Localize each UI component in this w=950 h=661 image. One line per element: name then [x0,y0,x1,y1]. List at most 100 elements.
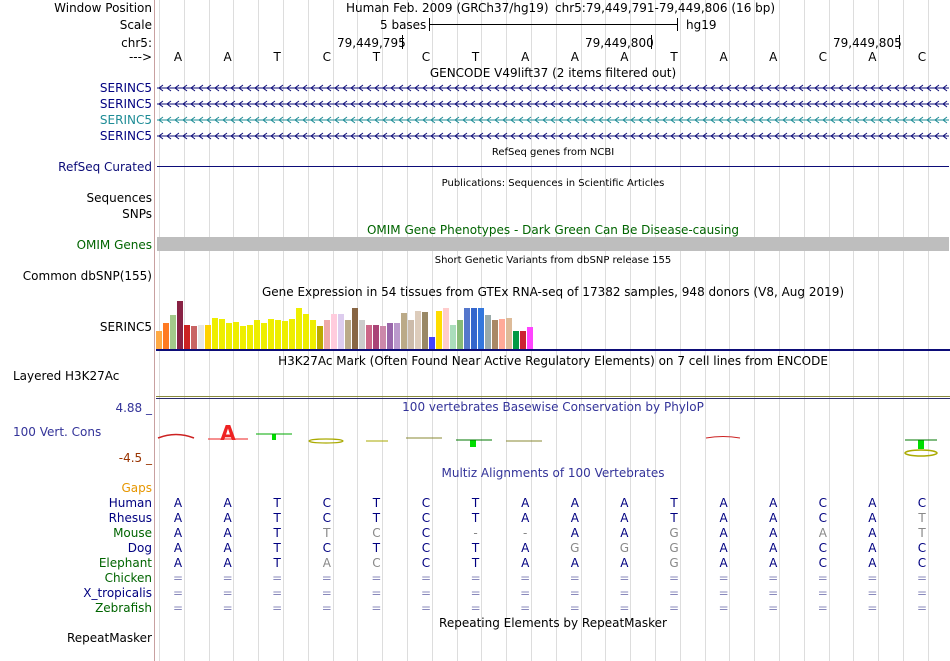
species-label-x_tropicalis[interactable]: X_tropicalis [83,586,152,600]
label-omim[interactable]: OMIM Genes [76,238,152,252]
label-snps[interactable]: SNPs [122,207,152,221]
gtex-tissue-bar[interactable] [457,320,463,349]
gtex-tissue-bar[interactable] [366,325,372,349]
gtex-tissue-bar[interactable] [338,314,344,349]
label-window-position[interactable]: Window Position [54,1,152,15]
label-serinc5-4[interactable]: SERINC5 [99,129,152,143]
gtex-tissue-bar[interactable] [359,320,365,349]
gtex-tissue-bar[interactable] [478,308,484,349]
gtex-tissue-bar[interactable] [471,308,477,349]
dbsnp-title[interactable]: Short Genetic Variants from dbSNP releas… [434,255,672,266]
gtex-tissue-bar[interactable] [219,319,225,349]
gtex-title[interactable]: Gene Expression in 54 tissues from GTEx … [261,285,845,299]
gtex-tissue-bar[interactable] [163,323,169,349]
grid-line [679,0,681,661]
gtex-tissue-bar[interactable] [394,323,400,349]
gtex-tissue-bar[interactable] [380,326,386,349]
phylop-glyphs[interactable]: A [156,420,950,460]
species-label-elephant[interactable]: Elephant [98,556,152,570]
label-serinc5-3[interactable]: SERINC5 [99,113,152,127]
gtex-tissue-bar[interactable] [331,314,337,349]
gtex-tissue-bar[interactable] [422,312,428,349]
gtex-tissue-bar[interactable] [303,314,309,349]
species-label-chicken[interactable]: Chicken [104,571,152,585]
label-repeatmasker[interactable]: RepeatMasker [66,631,152,645]
label-gtex[interactable]: SERINC5 [99,320,152,334]
gtex-tissue-bar[interactable] [485,315,491,349]
gtex-tissue-bar[interactable] [464,308,470,349]
gtex-tissue-bar[interactable] [345,320,351,349]
label-sequences[interactable]: Sequences [86,191,152,205]
gtex-tissue-bar[interactable] [205,325,211,349]
species-label-mouse[interactable]: Mouse [113,526,152,540]
gtex-tissue-bar[interactable] [499,319,505,349]
gtex-tissue-bar[interactable] [261,323,267,349]
gtex-tissue-bar[interactable] [401,313,407,349]
h3k27ac-title[interactable]: H3K27Ac Mark (Often Found Near Active Re… [278,354,828,368]
gtex-tissue-bar[interactable] [408,320,414,349]
label-scale[interactable]: Scale [119,18,152,32]
gtex-tissue-bar[interactable] [191,326,197,349]
gtex-tissue-bar[interactable] [492,320,498,349]
gtex-tissue-bar[interactable] [373,325,379,349]
gtex-tissue-bar[interactable] [324,320,330,349]
gtex-tissue-bar[interactable] [310,320,316,349]
gtex-tissue-bar[interactable] [436,311,442,349]
gtex-tissue-bar[interactable] [443,308,449,349]
gtex-tissue-bar[interactable] [198,325,204,349]
refseq-gene-line[interactable] [157,166,949,167]
label-serinc5-2[interactable]: SERINC5 [99,97,152,111]
omim-title[interactable]: OMIM Gene Phenotypes - Dark Green Can Be… [366,223,740,237]
omim-gene-bar[interactable] [157,237,949,251]
gtex-tissue-bar[interactable] [212,318,218,349]
gtex-tissue-bar[interactable] [275,320,281,349]
repeatmasker-title[interactable]: Repeating Elements by RepeatMasker [439,616,667,630]
gtex-bar-chart[interactable] [156,299,950,349]
publications-title[interactable]: Publications: Sequences in Scientific Ar… [441,178,665,189]
multiz-title[interactable]: Multiz Alignments of 100 Vertebrates [441,466,665,480]
gtex-tissue-bar[interactable] [233,322,239,349]
gtex-tissue-bar[interactable] [247,325,253,349]
gtex-tissue-bar[interactable] [289,319,295,349]
label-chrom[interactable]: chr5: [121,36,152,50]
gencode-transcript-2[interactable] [157,100,949,108]
species-label-rhesus[interactable]: Rhesus [108,511,152,525]
gtex-tissue-bar[interactable] [450,325,456,349]
gtex-tissue-bar[interactable] [506,318,512,349]
gencode-transcript-1[interactable] [157,84,949,92]
gtex-tissue-bar[interactable] [282,321,288,349]
gtex-tissue-bar[interactable] [184,325,190,349]
label-arrow[interactable]: ---> [128,50,152,64]
grid-line [828,0,830,661]
gtex-tissue-bar[interactable] [254,320,260,349]
gtex-tissue-bar[interactable] [240,326,246,349]
label-serinc5-1[interactable]: SERINC5 [99,81,152,95]
gtex-tissue-bar[interactable] [296,308,302,349]
gencode-transcript-3[interactable] [157,116,949,124]
gtex-tissue-bar[interactable] [387,323,393,349]
gencode-title[interactable]: GENCODE V49lift37 (2 items filtered out) [429,66,677,80]
species-label-dog[interactable]: Dog [127,541,152,555]
gtex-tissue-bar[interactable] [268,319,274,349]
gtex-tissue-bar[interactable] [513,331,519,349]
label-h3k27ac[interactable]: Layered H3K27Ac [13,369,120,383]
gtex-tissue-bar[interactable] [352,308,358,349]
gtex-tissue-bar[interactable] [317,326,323,349]
species-label-zebrafish[interactable]: Zebrafish [95,601,152,615]
gtex-tissue-bar[interactable] [170,315,176,349]
gencode-transcript-4[interactable] [157,132,949,140]
gtex-tissue-bar[interactable] [527,327,533,349]
gtex-tissue-bar[interactable] [429,337,435,349]
label-gaps[interactable]: Gaps [121,481,152,495]
label-refseq[interactable]: RefSeq Curated [58,160,152,174]
gtex-tissue-bar[interactable] [520,331,526,349]
species-label-human[interactable]: Human [108,496,152,510]
phylop-title[interactable]: 100 vertebrates Basewise Conservation by… [402,400,704,414]
label-cons[interactable]: 100 Vert. Cons [13,425,102,439]
gtex-tissue-bar[interactable] [177,301,183,349]
refseq-title[interactable]: RefSeq genes from NCBI [491,147,615,158]
gtex-tissue-bar[interactable] [226,323,232,349]
gtex-tissue-bar[interactable] [415,311,421,349]
gtex-tissue-bar[interactable] [156,331,162,349]
label-dbsnp[interactable]: Common dbSNP(155) [22,269,152,283]
